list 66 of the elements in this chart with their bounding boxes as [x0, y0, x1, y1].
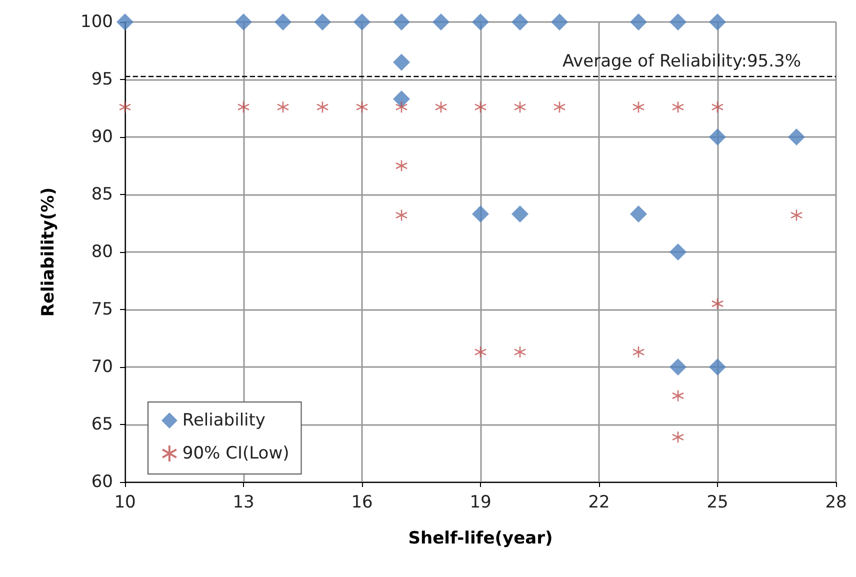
point — [237, 100, 250, 114]
point — [672, 431, 684, 444]
y-tick-label: 95 — [91, 70, 113, 90]
point — [393, 90, 410, 108]
point — [474, 100, 487, 114]
point — [354, 14, 370, 30]
x-tick-label: 13 — [232, 492, 254, 512]
point — [235, 14, 252, 30]
x-axis-title: Shelf-life(year) — [408, 528, 553, 548]
point — [672, 390, 684, 402]
point — [472, 206, 489, 223]
point — [316, 100, 329, 114]
point — [274, 14, 292, 30]
point — [314, 14, 331, 30]
point — [630, 14, 647, 30]
point — [553, 100, 566, 114]
y-tick-label: 70 — [91, 357, 113, 377]
point — [395, 100, 408, 114]
point — [790, 209, 803, 222]
y-tick-label: 85 — [91, 184, 113, 204]
y-tick-label: 90 — [91, 127, 113, 147]
y-tick-label: 65 — [91, 414, 113, 434]
y-tick-label: 80 — [91, 242, 113, 262]
point — [514, 100, 526, 114]
point — [711, 298, 724, 310]
point — [432, 14, 450, 30]
point — [670, 244, 686, 260]
point — [709, 14, 726, 30]
point — [709, 358, 726, 376]
y-tick-label: 60 — [91, 472, 113, 492]
point — [670, 358, 686, 376]
point — [632, 100, 645, 114]
point — [116, 14, 134, 30]
legend-label: Reliability — [182, 410, 266, 430]
point — [711, 100, 724, 114]
point — [670, 14, 686, 30]
point — [434, 100, 448, 114]
point — [474, 346, 487, 358]
point — [395, 209, 408, 222]
y-axis-title: Reliability(%) — [38, 187, 58, 317]
point — [395, 160, 408, 172]
point — [551, 14, 568, 30]
x-tick-label: 16 — [351, 492, 373, 512]
point — [632, 346, 645, 358]
point — [276, 100, 290, 114]
point — [512, 14, 528, 30]
legend-label: 90% CI(Low) — [182, 444, 290, 464]
ref-line-label: Average of Reliability:95.3% — [562, 52, 801, 72]
y-tick-label: 75 — [91, 300, 113, 320]
x-tick-label: 19 — [470, 492, 492, 512]
x-tick-label: 22 — [588, 492, 610, 512]
y-tick-label: 100 — [80, 12, 113, 32]
x-tick-label: 25 — [706, 492, 728, 512]
x-tick-label: 10 — [114, 492, 136, 512]
point — [512, 206, 528, 223]
point — [393, 54, 410, 71]
point — [788, 128, 805, 146]
point — [630, 206, 647, 223]
point — [672, 100, 684, 114]
point — [118, 100, 132, 114]
point — [709, 128, 726, 146]
point — [514, 346, 526, 358]
point — [356, 100, 368, 114]
x-tick-label: 28 — [825, 492, 847, 512]
point — [393, 14, 410, 30]
point — [472, 14, 489, 30]
